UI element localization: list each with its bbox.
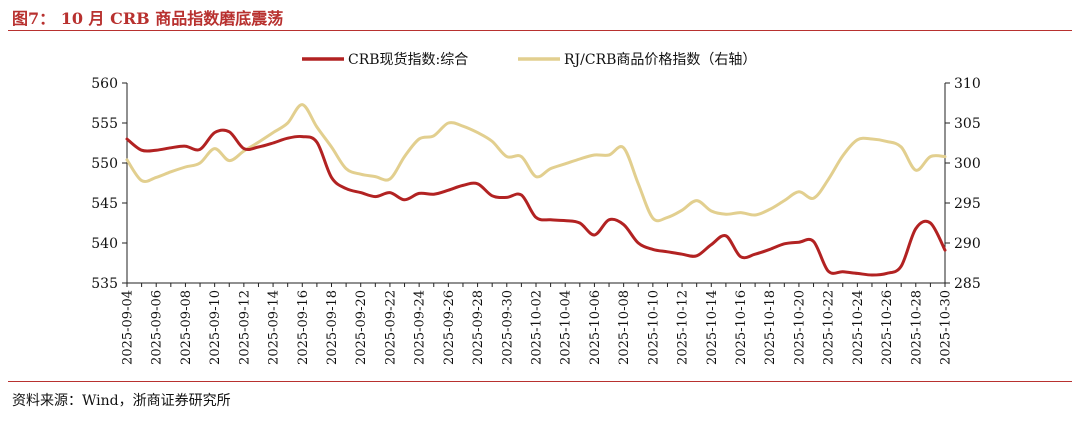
x-tick-label: 2025-10-02 [530, 290, 545, 365]
x-tick-label: 2025-10-14 [705, 290, 720, 365]
x-tick-label: 2025-09-10 [208, 290, 223, 365]
y-left-tick-label: 555 [91, 116, 118, 132]
y-right-tick-label: 295 [954, 196, 981, 212]
y-right-tick-label: 310 [954, 76, 981, 92]
series-line-crb [125, 128, 947, 277]
x-tick-label: 2025-10-20 [792, 290, 807, 365]
x-tick-label: 2025-10-06 [588, 290, 603, 365]
x-tick-label: 2025-10-26 [880, 290, 895, 365]
x-tick-label: 2025-10-18 [763, 290, 778, 365]
legend-label-crb: CRB现货指数:综合 [348, 51, 468, 68]
title-divider [8, 30, 1072, 31]
axes: 535 540 545 550 555 560 285 290 295 300 305 310 2025… [91, 76, 980, 365]
source-note: 资料来源：Wind，浙商证券研究所 [12, 393, 231, 409]
source-divider [8, 381, 1072, 382]
y-left-tick-label: 540 [91, 236, 118, 252]
x-tick-label: 2025-09-12 [237, 290, 252, 365]
y-left-tick-label: 560 [91, 76, 118, 92]
x-tick-label: 2025-09-08 [179, 290, 194, 365]
x-tick-label: 2025-10-12 [676, 290, 691, 365]
legend-label-rj: RJ/CRB商品价格指数（右轴） [564, 52, 756, 68]
x-tick-label: 2025-09-26 [442, 290, 457, 365]
legend: CRB现货指数:综合 RJ/CRB商品价格指数（右轴） [302, 51, 756, 68]
x-tick-label: 2025-10-08 [617, 290, 632, 365]
y-right-tick-label: 305 [954, 116, 981, 132]
x-tick-label: 2025-10-10 [646, 290, 661, 365]
x-tick-label: 2025-09-28 [471, 290, 486, 365]
y-right-tick-label: 300 [954, 156, 981, 172]
y-right-tick-label: 285 [954, 276, 981, 292]
x-tick-label: 2025-09-16 [296, 290, 311, 365]
x-tick-label: 2025-10-22 [822, 290, 837, 365]
y-left-tick-label: 535 [91, 276, 118, 292]
x-tick-label: 2025-10-30 [939, 290, 954, 365]
x-tick-label: 2025-09-04 [121, 290, 136, 365]
series-line-rj [125, 103, 947, 223]
y-right-tick-label: 290 [954, 236, 981, 252]
x-tick-label: 2025-09-20 [354, 290, 369, 365]
y-left-tick-label: 545 [91, 196, 118, 212]
x-tick-label: 2025-09-14 [267, 290, 282, 365]
series-lines [125, 103, 947, 277]
x-tick-label: 2025-10-04 [559, 290, 574, 365]
x-tick-label: 2025-09-06 [150, 290, 165, 365]
x-tick-label: 2025-10-24 [851, 290, 866, 365]
x-tick-label: 2025-09-18 [325, 290, 340, 365]
x-tick-label: 2025-10-28 [909, 290, 924, 365]
y-left-tick-label: 550 [91, 156, 118, 172]
x-tick-label: 2025-09-30 [500, 290, 515, 365]
x-tick-label: 2025-09-22 [383, 290, 398, 365]
figure-title: 图7： 10 月 CRB 商品指数磨底震荡 [12, 9, 284, 28]
x-tick-label: 2025-10-16 [734, 290, 749, 365]
x-tick-label: 2025-09-24 [413, 290, 428, 365]
